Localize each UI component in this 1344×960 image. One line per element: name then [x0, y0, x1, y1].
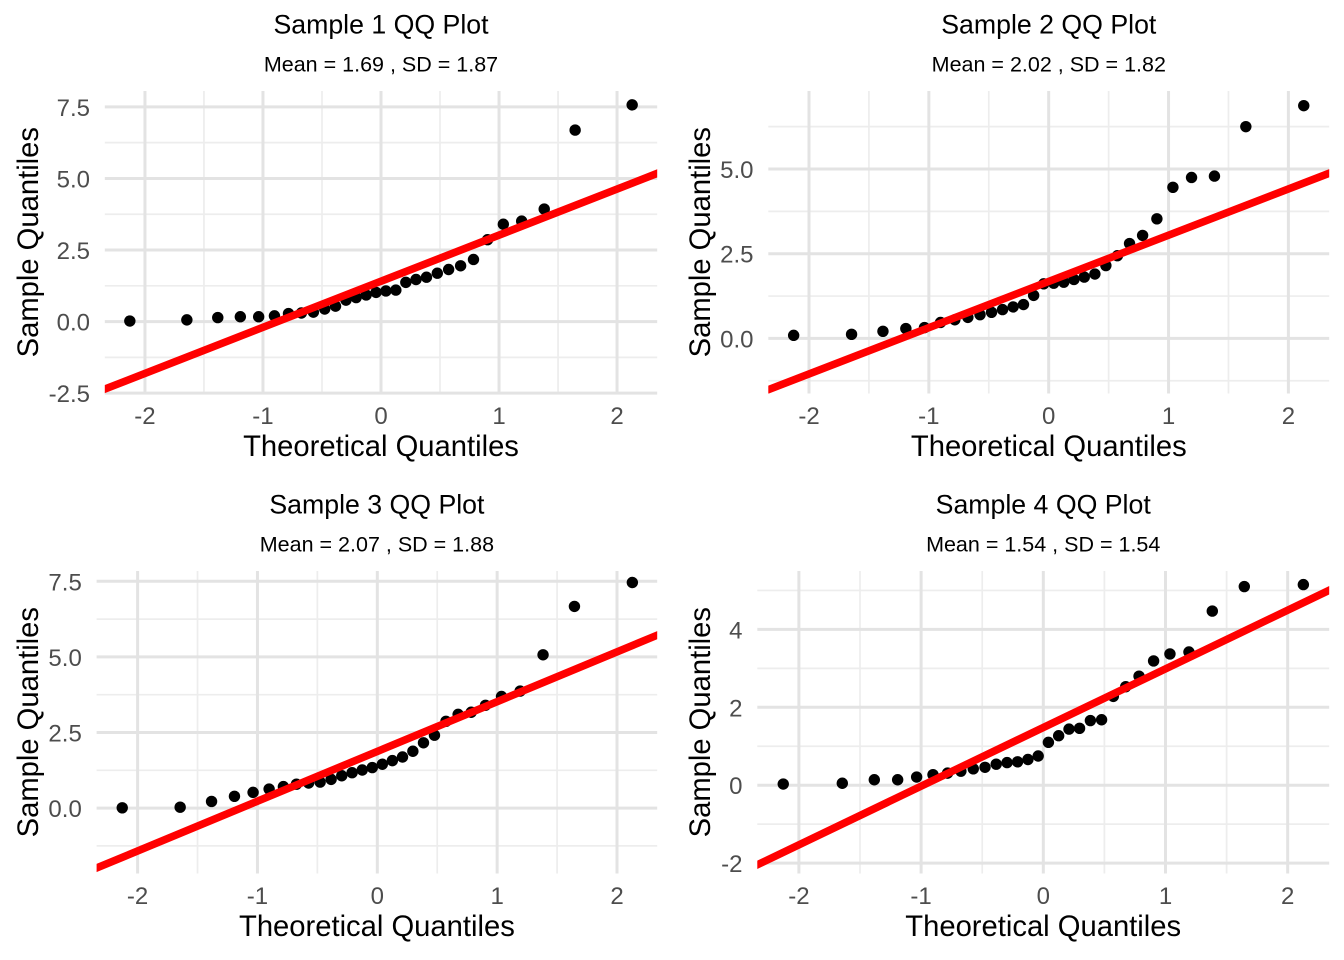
svg-text:2: 2 [610, 403, 623, 430]
svg-text:-2: -2 [798, 403, 819, 430]
svg-text:0.0: 0.0 [48, 796, 81, 823]
svg-text:Sample 2 QQ Plot: Sample 2 QQ Plot [941, 9, 1157, 39]
svg-text:2.5: 2.5 [720, 242, 753, 269]
svg-text:7.5: 7.5 [48, 569, 81, 596]
svg-text:Mean = 1.69 , SD = 1.87: Mean = 1.69 , SD = 1.87 [264, 53, 498, 77]
svg-text:-1: -1 [252, 403, 273, 430]
svg-text:0.0: 0.0 [720, 326, 753, 353]
svg-text:5.0: 5.0 [48, 645, 81, 672]
svg-text:1: 1 [1162, 403, 1175, 430]
svg-text:Theoretical Quantiles: Theoretical Quantiles [905, 911, 1181, 943]
svg-text:-2: -2 [134, 403, 155, 430]
svg-text:1: 1 [1159, 883, 1172, 910]
svg-text:Theoretical Quantiles: Theoretical Quantiles [243, 431, 519, 463]
svg-text:Mean = 2.02 , SD = 1.82: Mean = 2.02 , SD = 1.82 [932, 53, 1166, 77]
svg-text:5.0: 5.0 [720, 157, 753, 184]
svg-text:0: 0 [729, 773, 742, 800]
svg-text:Sample 1 QQ Plot: Sample 1 QQ Plot [273, 9, 489, 39]
svg-text:Theoretical Quantiles: Theoretical Quantiles [239, 911, 515, 943]
svg-text:Theoretical Quantiles: Theoretical Quantiles [911, 431, 1187, 463]
svg-text:0: 0 [374, 403, 387, 430]
svg-text:-2: -2 [788, 883, 809, 910]
svg-text:0: 0 [1037, 883, 1050, 910]
svg-text:2.5: 2.5 [48, 721, 81, 748]
svg-text:0: 0 [1042, 403, 1055, 430]
svg-text:0: 0 [371, 883, 384, 910]
svg-text:2.5: 2.5 [57, 238, 90, 265]
svg-text:-1: -1 [247, 883, 268, 910]
svg-text:Sample 4 QQ Plot: Sample 4 QQ Plot [936, 489, 1152, 519]
svg-text:-1: -1 [918, 403, 939, 430]
svg-text:1: 1 [490, 883, 503, 910]
svg-text:Mean = 2.07 , SD = 1.88: Mean = 2.07 , SD = 1.88 [260, 533, 494, 557]
svg-text:Mean = 1.54 , SD = 1.54: Mean = 1.54 , SD = 1.54 [926, 533, 1160, 557]
svg-text:2: 2 [1282, 403, 1295, 430]
svg-text:0.0: 0.0 [57, 310, 90, 337]
svg-text:Sample Quantiles: Sample Quantiles [685, 127, 717, 357]
svg-text:-2: -2 [721, 851, 742, 878]
svg-text:1: 1 [492, 403, 505, 430]
svg-text:Sample Quantiles: Sample Quantiles [685, 607, 717, 837]
svg-text:Sample 3 QQ Plot: Sample 3 QQ Plot [269, 489, 485, 519]
svg-text:Sample Quantiles: Sample Quantiles [13, 607, 45, 837]
svg-text:2: 2 [1281, 883, 1294, 910]
svg-text:Sample Quantiles: Sample Quantiles [13, 127, 45, 357]
svg-text:2: 2 [729, 695, 742, 722]
svg-text:-1: -1 [910, 883, 931, 910]
svg-text:-2: -2 [127, 883, 148, 910]
svg-text:4: 4 [729, 617, 742, 644]
svg-text:2: 2 [610, 883, 623, 910]
svg-text:-2.5: -2.5 [49, 381, 90, 408]
svg-text:7.5: 7.5 [57, 95, 90, 122]
svg-text:5.0: 5.0 [57, 166, 90, 193]
